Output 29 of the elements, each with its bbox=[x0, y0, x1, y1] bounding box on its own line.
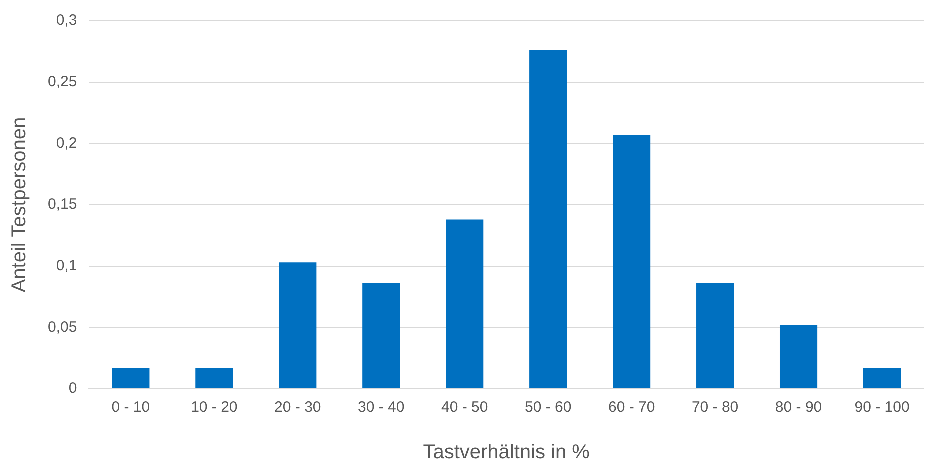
bar bbox=[613, 135, 651, 388]
bar bbox=[112, 368, 150, 388]
y-tick-label: 0,05 bbox=[48, 318, 78, 336]
x-tick-label: 90 - 100 bbox=[854, 399, 910, 416]
x-tick-label: 0 - 10 bbox=[112, 399, 150, 416]
bar bbox=[780, 325, 818, 388]
x-tick-label: 70 - 80 bbox=[692, 399, 739, 416]
bar bbox=[530, 50, 568, 388]
y-tick-label: 0,2 bbox=[56, 134, 78, 152]
bar bbox=[446, 220, 484, 388]
x-axis-title: Tastverhältnis in % bbox=[423, 442, 590, 464]
bar bbox=[863, 368, 902, 388]
y-tick-label: 0,25 bbox=[48, 73, 78, 90]
bar bbox=[696, 284, 734, 388]
bar bbox=[196, 368, 234, 388]
bar bbox=[362, 284, 400, 388]
y-tick-label: 0,3 bbox=[56, 12, 78, 30]
y-tick-label: 0,1 bbox=[56, 257, 78, 274]
x-tick-label: 50 - 60 bbox=[524, 399, 572, 416]
bar bbox=[279, 262, 317, 388]
y-axis-title: Anteil Testpersonen bbox=[8, 117, 31, 293]
x-tick-label: 60 - 70 bbox=[608, 399, 656, 416]
x-tick-label: 30 - 40 bbox=[358, 399, 405, 416]
y-tick-label: 0 bbox=[68, 380, 78, 398]
x-tick-label: 10 - 20 bbox=[191, 399, 238, 416]
x-tick-label: 40 - 50 bbox=[442, 399, 488, 416]
x-tick-label: 20 - 30 bbox=[274, 399, 322, 416]
x-tick-label: 80 - 90 bbox=[775, 399, 822, 416]
y-tick-label: 0,15 bbox=[48, 196, 78, 214]
